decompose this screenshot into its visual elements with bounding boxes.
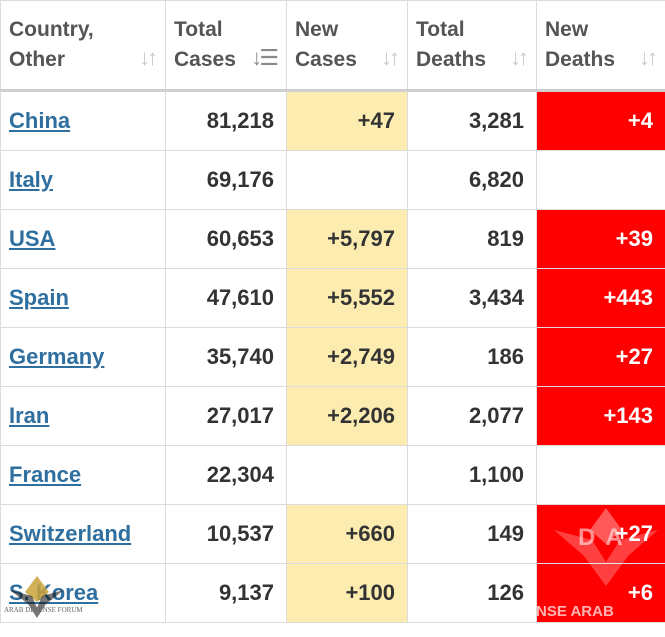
- total-deaths-cell: 1,100: [408, 446, 537, 505]
- sort-icon[interactable]: ↓↑: [139, 43, 155, 73]
- new-deaths-cell: +27: [537, 505, 665, 564]
- country-link[interactable]: Italy: [9, 167, 53, 192]
- new-cases-cell: +660: [287, 505, 408, 564]
- total-deaths-cell: 3,281: [408, 91, 537, 151]
- total-cases-cell: 69,176: [166, 151, 287, 210]
- country-link[interactable]: China: [9, 108, 70, 133]
- country-link[interactable]: Spain: [9, 285, 69, 310]
- total-deaths-cell: 126: [408, 564, 537, 623]
- total-cases-cell: 9,137: [166, 564, 287, 623]
- country-cell: Spain: [1, 269, 166, 328]
- new-deaths-cell: [537, 446, 665, 505]
- new-deaths-cell: +4: [537, 91, 665, 151]
- country-cell: USA: [1, 210, 166, 269]
- new-deaths-cell: +39: [537, 210, 665, 269]
- country-link[interactable]: Iran: [9, 403, 49, 428]
- total-cases-cell: 27,017: [166, 387, 287, 446]
- sort-icon[interactable]: ↓↑: [639, 43, 655, 73]
- country-link[interactable]: France: [9, 462, 81, 487]
- new-deaths-cell: +27: [537, 328, 665, 387]
- new-cases-cell: +100: [287, 564, 408, 623]
- new-deaths-cell: +143: [537, 387, 665, 446]
- column-header-country[interactable]: Country, Other↓↑: [1, 1, 166, 91]
- table-row: Italy 69,176 6,820: [1, 151, 665, 210]
- coronavirus-cases-table: Country, Other↓↑ Total Cases↓☰ New Cases…: [0, 0, 665, 623]
- column-header-new-deaths[interactable]: New Deaths↓↑: [537, 1, 665, 91]
- header-row: Country, Other↓↑ Total Cases↓☰ New Cases…: [1, 1, 665, 91]
- total-deaths-cell: 149: [408, 505, 537, 564]
- total-cases-cell: 81,218: [166, 91, 287, 151]
- new-cases-cell: [287, 151, 408, 210]
- country-cell: S. Korea: [1, 564, 166, 623]
- column-header-new-cases[interactable]: New Cases↓↑: [287, 1, 408, 91]
- country-cell: Iran: [1, 387, 166, 446]
- column-header-total-cases[interactable]: Total Cases↓☰: [166, 1, 287, 91]
- new-cases-cell: [287, 446, 408, 505]
- country-link[interactable]: Germany: [9, 344, 104, 369]
- total-cases-cell: 60,653: [166, 210, 287, 269]
- total-deaths-cell: 3,434: [408, 269, 537, 328]
- sort-icon[interactable]: ↓↑: [510, 43, 526, 73]
- sort-icon[interactable]: ↓↑: [381, 43, 397, 73]
- country-cell: Germany: [1, 328, 166, 387]
- new-cases-cell: +47: [287, 91, 408, 151]
- new-cases-cell: +2,206: [287, 387, 408, 446]
- country-link[interactable]: USA: [9, 226, 55, 251]
- total-deaths-cell: 6,820: [408, 151, 537, 210]
- country-cell: Italy: [1, 151, 166, 210]
- sort-desc-icon[interactable]: ↓☰: [251, 43, 276, 73]
- country-link[interactable]: S. Korea: [9, 580, 98, 605]
- total-cases-cell: 22,304: [166, 446, 287, 505]
- total-deaths-cell: 186: [408, 328, 537, 387]
- country-cell: Switzerland: [1, 505, 166, 564]
- total-deaths-cell: 819: [408, 210, 537, 269]
- country-cell: China: [1, 91, 166, 151]
- total-cases-cell: 47,610: [166, 269, 287, 328]
- new-cases-cell: +2,749: [287, 328, 408, 387]
- column-header-total-deaths[interactable]: Total Deaths↓↑: [408, 1, 537, 91]
- country-link[interactable]: Switzerland: [9, 521, 131, 546]
- new-deaths-cell: +443: [537, 269, 665, 328]
- new-deaths-cell: [537, 151, 665, 210]
- total-cases-cell: 10,537: [166, 505, 287, 564]
- table-row: France 22,304 1,100: [1, 446, 665, 505]
- new-cases-cell: +5,797: [287, 210, 408, 269]
- total-cases-cell: 35,740: [166, 328, 287, 387]
- total-deaths-cell: 2,077: [408, 387, 537, 446]
- new-cases-cell: +5,552: [287, 269, 408, 328]
- country-cell: France: [1, 446, 166, 505]
- new-deaths-cell: +6: [537, 564, 665, 623]
